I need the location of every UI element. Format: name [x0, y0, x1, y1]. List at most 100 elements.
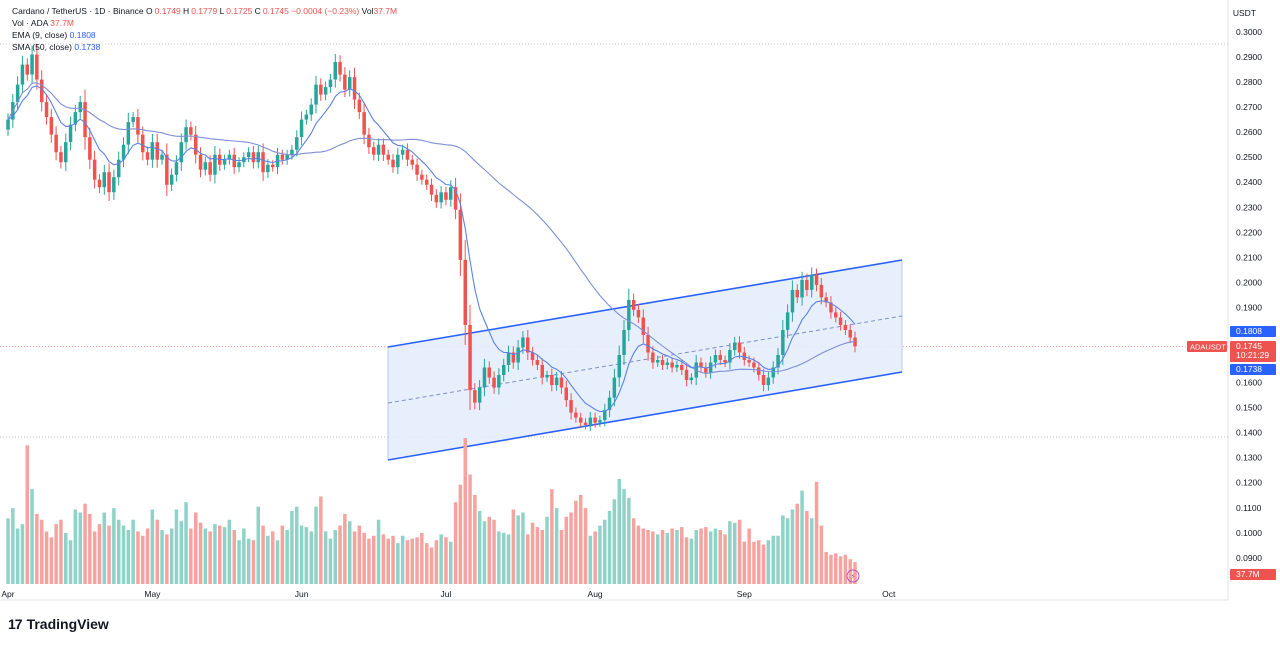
candle-body	[131, 117, 135, 123]
ema-price-tag-bg	[1230, 326, 1276, 337]
volume-bar	[790, 509, 795, 584]
candle-body	[627, 299, 631, 330]
symbol-row[interactable]: Cardano / TetherUS · 1D · Binance O 0.174…	[12, 5, 397, 17]
candle-body	[805, 279, 809, 290]
volume-bar	[64, 532, 68, 584]
candle-body	[535, 360, 540, 365]
candle-body	[410, 159, 414, 165]
candle-body	[718, 355, 722, 360]
candle-body	[338, 62, 342, 75]
volume-bar	[733, 522, 737, 584]
volume-bar	[174, 509, 179, 584]
candle-body	[295, 137, 299, 150]
candle-body	[386, 154, 390, 160]
volume-bar	[569, 512, 573, 584]
candle-body	[588, 417, 593, 426]
volume-bar	[194, 512, 198, 584]
candle-body	[838, 317, 843, 325]
volume-bar	[506, 534, 511, 584]
candle-body	[141, 134, 145, 153]
time-axis-label: Jul	[440, 589, 451, 599]
ohlc-high-key: H	[183, 6, 190, 16]
volume-bar	[502, 532, 506, 584]
volume-bar	[381, 534, 386, 584]
volume-bar	[396, 543, 400, 584]
candle-body	[381, 144, 386, 155]
volume-bar	[843, 554, 848, 584]
candle-body	[237, 162, 241, 168]
candle-body	[309, 104, 313, 115]
candle-body	[174, 162, 179, 175]
candle-body	[559, 377, 564, 388]
currency-label[interactable]: USDT	[1232, 8, 1256, 18]
volume-bar	[343, 513, 347, 584]
time-axis-label: Jun	[295, 589, 309, 599]
candle-body	[521, 337, 525, 348]
volume-bar	[198, 522, 203, 584]
volume-bar	[246, 538, 251, 584]
ohlc-high-value: 0.1779	[191, 6, 218, 16]
volume-bar	[145, 528, 150, 584]
candle-body	[473, 390, 477, 403]
candle-body	[593, 417, 597, 423]
candle-body	[396, 154, 400, 168]
sma-indicator-row[interactable]: SMA (50, close) 0.1738	[12, 41, 397, 53]
candle-body	[704, 367, 708, 373]
candle-body	[458, 209, 463, 260]
volume-bar	[516, 515, 520, 584]
volume-bar	[656, 534, 660, 584]
candle-body	[843, 325, 848, 330]
ohlc-close-value: 0.1745	[262, 6, 289, 16]
candle-body	[583, 422, 588, 426]
candle-body	[848, 330, 852, 338]
volume-bar	[309, 531, 313, 584]
candle-body	[834, 312, 838, 318]
volume-indicator-row[interactable]: Vol · ADA 37.7M	[12, 17, 397, 29]
volume-bar	[15, 528, 20, 584]
volume-bar	[367, 538, 371, 584]
volume-bar	[492, 519, 496, 584]
volume-bar	[559, 530, 564, 584]
volume-bar	[766, 540, 771, 584]
candle-body	[203, 162, 208, 170]
candle-body	[328, 79, 333, 88]
volume-bar	[78, 512, 82, 584]
volume-bar	[338, 525, 342, 584]
volume-tag-text: 37.7M	[1236, 569, 1260, 579]
candle-body	[723, 360, 727, 363]
candle-body	[684, 370, 689, 380]
price-axis-tick: 0.2600	[1236, 127, 1262, 137]
price-axis-tick: 0.2400	[1236, 177, 1262, 187]
tradingview-logo[interactable]: 17 TradingView	[8, 616, 109, 632]
candle-body	[781, 330, 785, 355]
ema-indicator-row[interactable]: EMA (9, close) 0.1808	[12, 29, 397, 41]
candle-body	[121, 144, 126, 160]
volume-bar	[54, 524, 58, 584]
volume-bar	[434, 540, 439, 584]
candle-body	[83, 102, 87, 138]
volume-bar	[612, 499, 617, 584]
candle-body	[266, 164, 270, 173]
volume-bar	[776, 535, 780, 584]
candle-body	[651, 352, 655, 363]
volume-bar	[410, 538, 414, 584]
candle-body	[44, 102, 49, 118]
candle-body	[612, 377, 617, 398]
candle-body	[348, 77, 352, 90]
volume-bar	[497, 531, 501, 584]
candle-body	[64, 142, 68, 163]
volume-bar	[458, 484, 463, 584]
candle-body	[391, 159, 395, 168]
volume-bar	[819, 525, 824, 584]
volume-bar	[453, 502, 458, 584]
volume-bar	[126, 530, 131, 584]
volume-bar	[25, 445, 29, 584]
volume-bar	[150, 509, 155, 584]
volume-bar	[271, 531, 275, 584]
volume-bar	[227, 519, 232, 584]
last-price-tag-text: 10:21:29	[1236, 350, 1269, 360]
candle-body	[771, 367, 775, 378]
volume-bar	[564, 516, 568, 584]
volume-bar	[40, 519, 44, 584]
